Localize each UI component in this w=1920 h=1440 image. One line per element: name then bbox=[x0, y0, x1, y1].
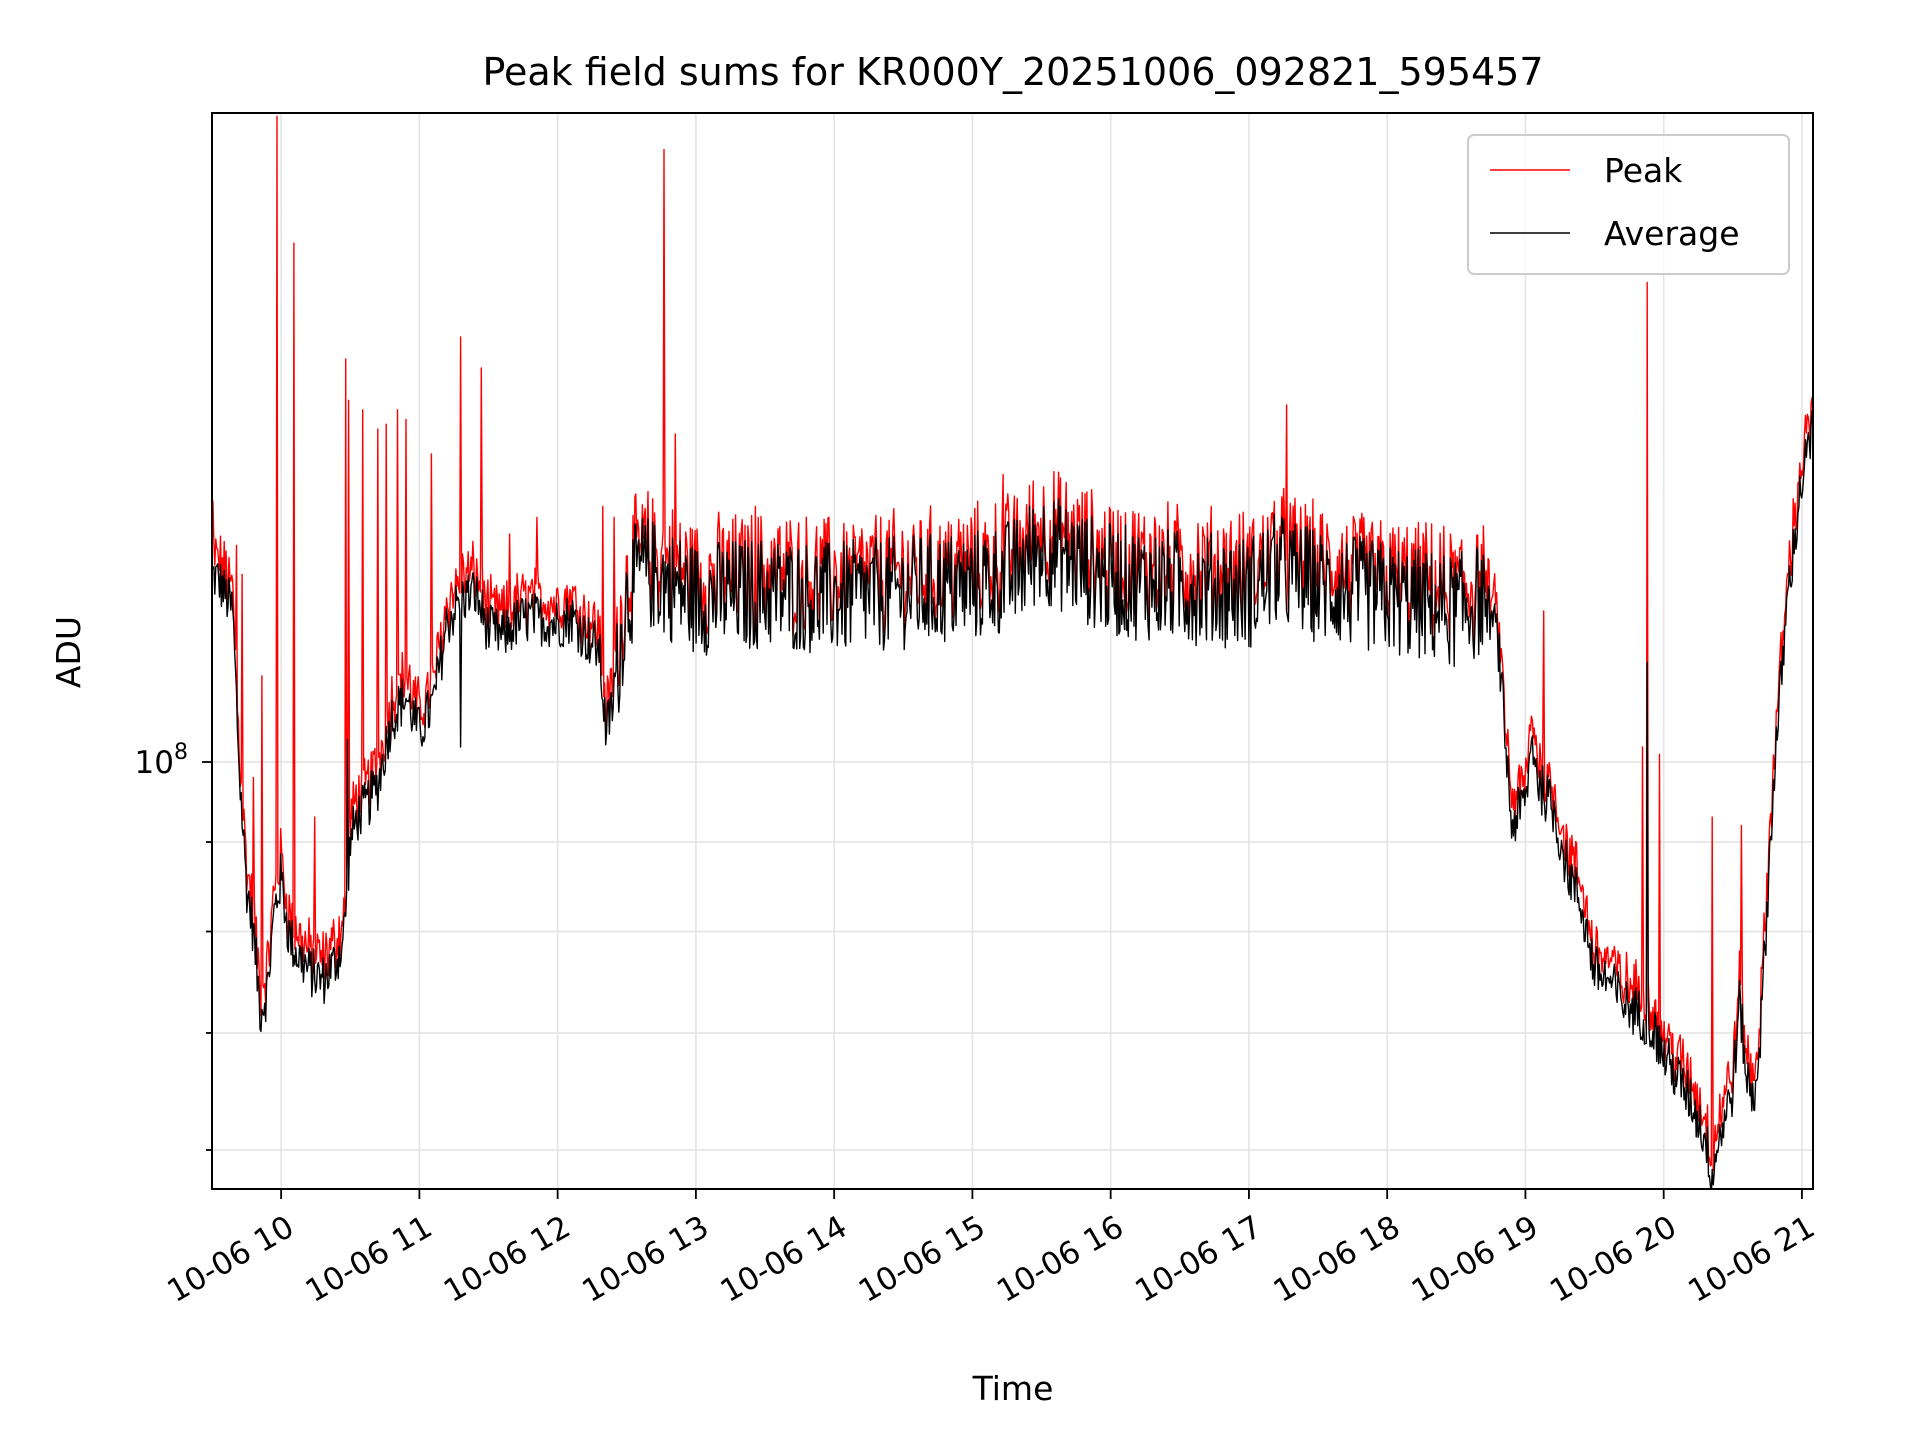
grid bbox=[212, 113, 1813, 1189]
plot-frame bbox=[211, 112, 1814, 1190]
legend: Peak Average bbox=[1467, 134, 1790, 275]
y-axis-label: ADU bbox=[49, 616, 88, 688]
series-line-average bbox=[212, 409, 1813, 1189]
chart-title: Peak field sums for KR000Y_20251006_0928… bbox=[482, 50, 1543, 94]
series-area bbox=[212, 115, 1813, 1189]
y-axis: 108 bbox=[135, 740, 212, 1151]
legend-label-peak: Peak bbox=[1604, 151, 1683, 190]
legend-label-average: Average bbox=[1604, 214, 1740, 253]
x-axis-label: Time bbox=[972, 1369, 1054, 1408]
y-tick-label: 108 bbox=[135, 740, 188, 781]
